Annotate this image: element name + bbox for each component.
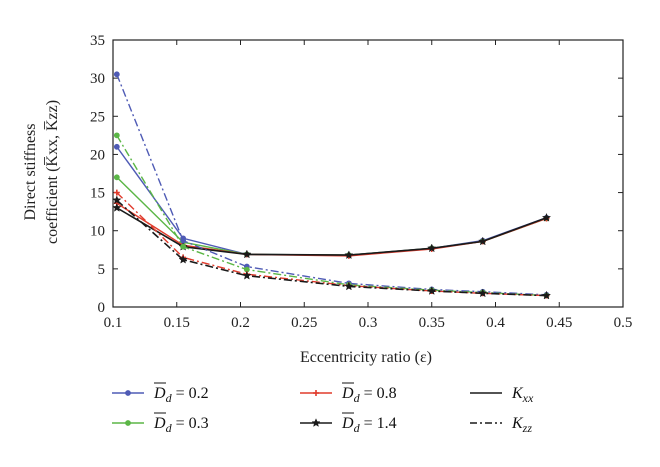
series-line: [116, 135, 547, 297]
x-tick-label: 0.3: [359, 315, 378, 331]
data-point: [242, 249, 252, 259]
data-point: [180, 237, 187, 244]
data-point: [112, 195, 122, 205]
legend-label-main: D: [153, 385, 166, 402]
legend-entry: Kxx: [470, 385, 534, 405]
legend-entry: Kzz: [470, 415, 532, 435]
legend-label-main: D: [153, 415, 166, 432]
data-point: [242, 270, 252, 280]
legend-label-value: = 0.3: [172, 415, 209, 432]
series-kzz-5: [113, 132, 550, 299]
legend-entry: Dd = 1.4: [300, 412, 397, 435]
legend-marker: [125, 390, 131, 396]
y-tick-label: 30: [90, 71, 105, 87]
y-tick-label: 35: [90, 33, 105, 49]
data-point: [113, 189, 120, 196]
x-axis-label: Eccentricity ratio (ε): [300, 349, 432, 366]
x-tick-label: 0.2: [231, 315, 250, 331]
data-point: [113, 132, 120, 139]
data-point: [427, 243, 437, 253]
legend-label-value: = 1.4: [360, 415, 397, 432]
x-tick-label: 0.15: [164, 315, 190, 331]
y-axis-label-line1: Direct stiffness: [22, 123, 39, 220]
y-axis-label: Direct stiffness coefficient (K̅xx, K̅zz…: [22, 100, 61, 244]
legend-label: Kzz: [511, 415, 532, 435]
data-point: [113, 71, 120, 78]
plot-area: [112, 39, 624, 308]
legend-label-sub: d: [354, 391, 361, 405]
x-tick-label: 0.35: [419, 315, 445, 331]
y-axis-label-line2: coefficient (K̅xx, K̅zz): [43, 100, 61, 244]
legend-marker: [125, 420, 131, 426]
legend-label-sub: d: [166, 391, 173, 405]
legend-label: Dd = 0.2: [153, 385, 209, 405]
data-point: [478, 288, 488, 298]
data-point: [344, 250, 354, 260]
data-point: [427, 286, 437, 295]
data-point: [344, 281, 354, 291]
data-point: [113, 174, 120, 181]
data-point: [541, 212, 552, 222]
legend-label-sub: d: [166, 421, 173, 435]
data-point: [178, 254, 188, 264]
series-kzz-7: [112, 195, 552, 300]
y-tick-label: 0: [98, 300, 106, 316]
legend-label: Dd = 0.8: [341, 385, 397, 405]
y-tick-label: 15: [90, 186, 105, 202]
legend-label: Kxx: [511, 385, 534, 405]
legend-marker: [311, 418, 321, 427]
legend-label-sub: xx: [522, 391, 534, 405]
legend-label-main: K: [511, 415, 524, 432]
y-tick-label: 20: [90, 147, 105, 163]
series-kzz-4: [113, 71, 550, 298]
legend-label-value: = 0.8: [360, 385, 397, 402]
data-point: [180, 243, 187, 250]
legend-marker: [313, 390, 319, 396]
legend-label-main: K: [511, 385, 524, 402]
y-tick-label: 10: [90, 224, 105, 240]
legend-label-value: = 0.2: [172, 385, 209, 402]
tick-labels: 0.1 0.15 0.2 0.25 0.3 0.35 0.4 0.45 0.5 0 5 10 15 20 2…: [90, 33, 632, 331]
y-tick-label: 5: [98, 262, 106, 278]
legend-label-main: D: [341, 385, 354, 402]
legend-entry: Dd = 0.3: [112, 412, 209, 435]
x-tick-label: 0.4: [486, 315, 505, 331]
x-tick-label: 0.25: [291, 315, 317, 331]
legend-label-main: D: [341, 415, 354, 432]
legend-label-sub: zz: [522, 421, 533, 435]
legend-label-sub: d: [354, 421, 361, 435]
legend-label: Dd = 0.3: [153, 415, 209, 435]
plot-frame: [112, 39, 624, 308]
data-point: [478, 236, 488, 246]
x-tick-label: 0.5: [614, 315, 633, 331]
legend-entry: Dd = 0.8: [300, 382, 397, 405]
y-tick-label: 25: [90, 109, 105, 125]
data-point: [541, 290, 552, 300]
legend-label: Dd = 1.4: [341, 415, 397, 435]
data-point: [112, 202, 122, 212]
data-point: [113, 143, 120, 150]
series-group: [112, 71, 552, 300]
x-tick-label: 0.1: [104, 315, 123, 331]
legend-entry: Dd = 0.2: [112, 382, 209, 405]
x-tick-label: 0.45: [546, 315, 572, 331]
